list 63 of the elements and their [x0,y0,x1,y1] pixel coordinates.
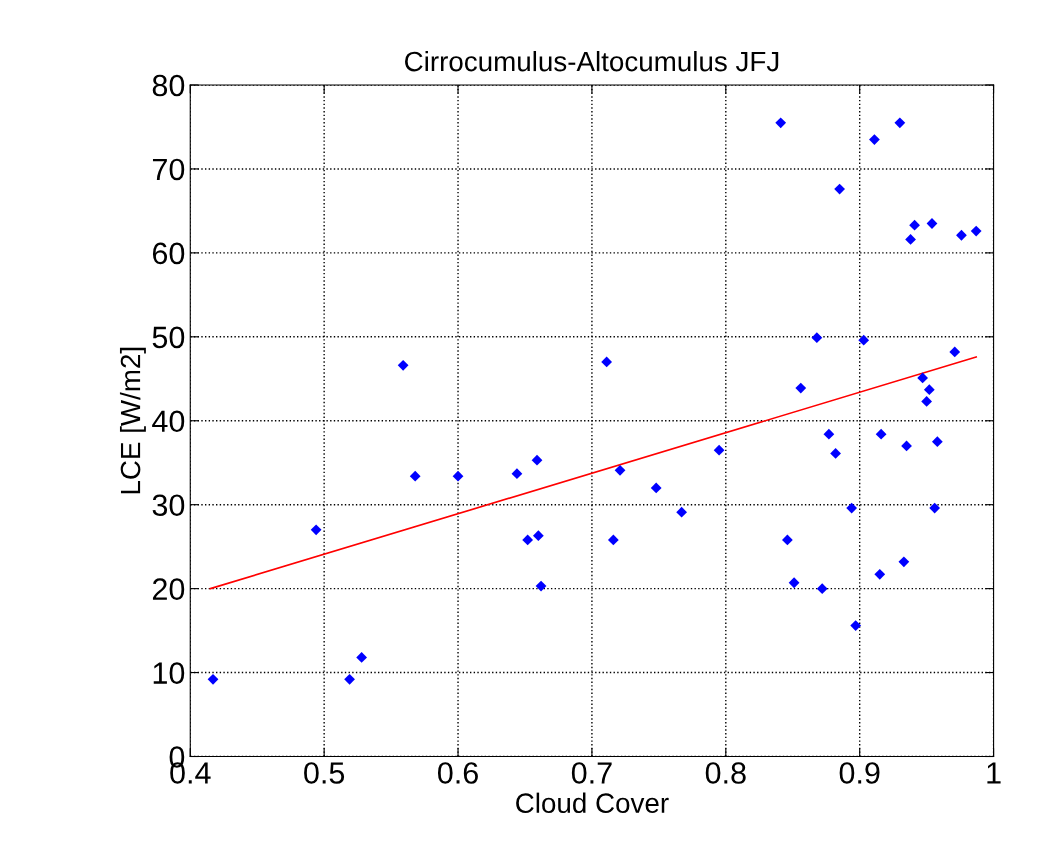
point [409,470,421,482]
point [522,534,534,546]
point [901,440,912,452]
x-tick-label: 0.7 [571,762,612,784]
point [650,482,662,494]
y-tick-label: 60 [152,242,185,265]
point [811,332,823,344]
point [923,384,935,396]
point [834,183,845,195]
y-axis-title: LCE [W/m2] [119,347,146,494]
point [816,583,828,594]
point [452,470,464,482]
point [775,117,787,129]
y-tick-label: 20 [152,578,185,600]
point [356,652,368,663]
point [931,436,943,448]
point [875,428,887,440]
point [850,620,862,631]
point [949,346,961,358]
point [713,444,725,456]
x-tick-label: 1 [987,762,1001,784]
point [397,359,409,371]
point [929,502,941,514]
point [917,372,928,384]
point [894,117,906,129]
point [956,229,967,241]
point [532,530,544,542]
point [511,468,523,480]
point [869,134,880,145]
point [344,673,355,685]
point [874,568,886,580]
point [909,219,920,231]
point [795,382,807,394]
point [921,396,933,407]
point [823,428,835,440]
point [788,577,800,589]
point [830,448,841,459]
point [782,534,793,546]
point [535,580,547,592]
point [207,673,219,685]
x-axis-title: Cloud Cover [516,792,669,814]
point [614,464,626,476]
y-tick-label: 70 [152,158,185,181]
y-tick-label: 40 [152,410,185,433]
x-tick-label: 0.8 [705,762,746,784]
point [846,502,858,514]
x-tick-label: 0.9 [839,762,880,784]
x-tick-label: 0.6 [437,762,478,784]
point [970,225,982,237]
point [898,556,910,568]
point [531,454,543,466]
y-tick-label: 80 [152,74,185,97]
point [676,506,687,518]
y-tick-label: 10 [153,662,185,684]
y-tick-label: 50 [152,326,185,349]
point [905,234,916,245]
x-tick-label: 0.5 [304,762,345,784]
y-tick-label: 30 [152,494,185,517]
point [607,534,619,546]
point [858,334,870,346]
point [601,356,613,368]
point [310,524,322,536]
chart-title: Cirrocumulus-Altocumulus JFJ [405,50,779,72]
